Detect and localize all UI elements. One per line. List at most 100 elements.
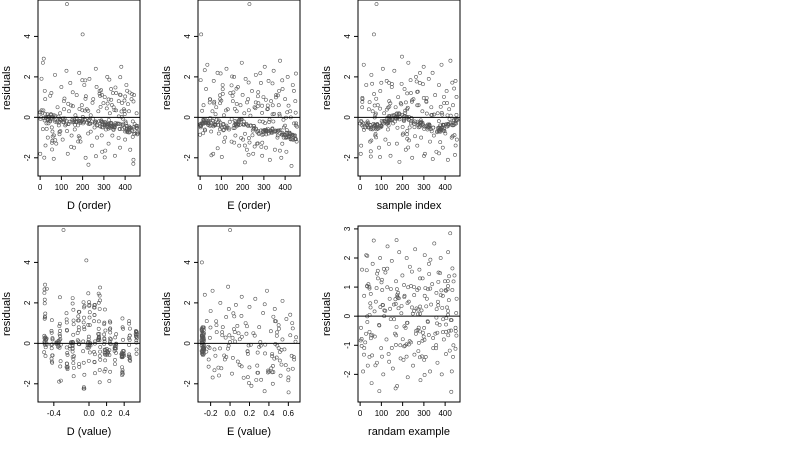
data-point	[385, 266, 390, 271]
data-point	[453, 346, 458, 351]
data-point	[104, 347, 109, 351]
data-point	[373, 132, 378, 136]
data-point	[51, 156, 56, 161]
data-point	[127, 343, 132, 347]
data-point	[44, 286, 49, 291]
data-point	[277, 111, 282, 116]
data-point	[245, 324, 249, 329]
data-point	[450, 266, 455, 271]
data-point	[232, 330, 237, 334]
data-point	[228, 228, 232, 232]
data-point	[120, 368, 125, 373]
data-point	[127, 352, 132, 357]
data-point	[409, 116, 414, 120]
y-axis-label: residuals	[321, 65, 333, 110]
data-point	[214, 330, 219, 335]
data-point	[403, 147, 408, 152]
data-point	[96, 291, 101, 296]
data-point	[418, 118, 423, 123]
data-point	[438, 256, 443, 260]
data-point	[86, 118, 91, 123]
data-point	[120, 352, 125, 357]
data-point	[436, 129, 441, 133]
data-point	[359, 118, 363, 123]
data-point	[404, 354, 409, 359]
data-point	[389, 259, 394, 263]
data-point	[86, 291, 91, 296]
data-point	[392, 302, 396, 307]
data-point	[257, 344, 262, 349]
data-point	[95, 123, 99, 128]
data-point	[80, 108, 85, 113]
data-point	[293, 123, 298, 128]
data-point	[86, 162, 91, 167]
data-point	[56, 338, 61, 343]
data-point	[403, 343, 407, 348]
data-point	[108, 342, 113, 347]
data-point	[199, 260, 204, 265]
data-point	[236, 331, 241, 336]
data-point	[384, 119, 389, 124]
data-point	[374, 286, 379, 290]
data-point	[58, 295, 62, 300]
data-point	[273, 129, 278, 134]
data-point	[92, 319, 96, 324]
data-point	[72, 127, 77, 132]
data-point	[410, 98, 414, 103]
data-point	[211, 119, 216, 123]
data-point	[246, 343, 251, 348]
data-point	[368, 336, 373, 341]
data-point	[208, 309, 213, 313]
data-point	[127, 333, 132, 338]
data-point	[266, 370, 270, 375]
data-point	[54, 120, 59, 125]
data-point	[98, 345, 103, 349]
x-tick-label: 0.4	[263, 409, 275, 418]
data-point	[219, 366, 224, 371]
data-point	[124, 126, 129, 131]
data-point	[120, 370, 125, 375]
data-point	[230, 356, 235, 360]
data-point	[255, 363, 260, 368]
data-point	[71, 322, 76, 327]
data-point	[370, 333, 375, 338]
data-point	[420, 109, 425, 114]
data-point	[43, 335, 48, 340]
data-point	[227, 333, 232, 338]
data-point	[454, 296, 459, 301]
data-point	[421, 330, 425, 335]
data-point	[421, 64, 426, 69]
data-point	[91, 97, 96, 102]
data-point	[437, 151, 441, 156]
data-point	[94, 154, 98, 159]
data-point	[426, 76, 431, 81]
data-point	[435, 330, 440, 335]
data-point	[284, 149, 289, 154]
data-point	[266, 368, 271, 373]
y-tick-label: 2	[343, 74, 352, 79]
data-point	[439, 62, 444, 67]
data-point	[209, 153, 214, 158]
data-point	[43, 315, 47, 320]
data-point	[370, 81, 375, 86]
data-point	[407, 125, 412, 130]
data-point	[253, 72, 258, 77]
data-point	[402, 283, 406, 287]
data-point	[288, 312, 293, 317]
data-point	[400, 125, 405, 129]
data-point	[395, 125, 400, 130]
data-point	[275, 93, 280, 98]
data-point	[50, 353, 55, 358]
data-point	[250, 133, 255, 138]
data-point	[417, 81, 422, 85]
data-point	[264, 145, 268, 150]
data-point	[233, 302, 238, 307]
data-point	[56, 344, 61, 349]
data-point	[128, 358, 133, 363]
data-point	[360, 100, 365, 104]
data-point	[232, 106, 237, 111]
data-point	[206, 357, 211, 362]
data-point	[41, 108, 46, 113]
data-point	[452, 86, 457, 91]
data-point	[67, 109, 71, 114]
